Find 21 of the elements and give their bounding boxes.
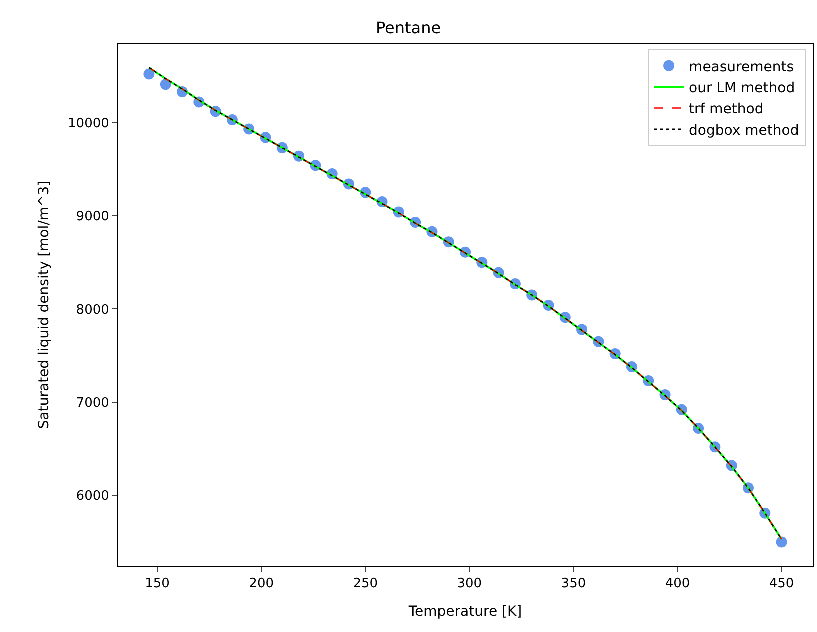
point bbox=[144, 68, 155, 80]
x-axis-title: Temperature [K] bbox=[408, 604, 522, 620]
legend-label: trf method bbox=[689, 102, 764, 118]
y-tick-label: 9000 bbox=[76, 210, 110, 225]
y-tick-label: 7000 bbox=[76, 396, 110, 411]
y-tick-label: 10000 bbox=[68, 116, 110, 132]
x-tick-label: 200 bbox=[249, 576, 274, 592]
y-tick-label: 8000 bbox=[76, 302, 110, 318]
point bbox=[776, 536, 788, 548]
y-tick-label: 6000 bbox=[76, 489, 110, 504]
legend-label: our LM method bbox=[689, 80, 796, 96]
legend-label: dogbox method bbox=[689, 122, 800, 139]
chart-title: Pentane bbox=[376, 18, 442, 38]
x-tick-label: 400 bbox=[665, 576, 690, 592]
x-tick-label: 250 bbox=[353, 576, 378, 592]
x-tick-label: 450 bbox=[769, 576, 794, 592]
x-tick-label: 150 bbox=[145, 576, 170, 592]
legend-label: measurements bbox=[689, 59, 794, 76]
x-tick-label: 300 bbox=[457, 576, 482, 592]
x-tick-label: 350 bbox=[561, 576, 586, 592]
y-axis-title: Saturated liquid density [mol/m^3] bbox=[36, 180, 53, 430]
